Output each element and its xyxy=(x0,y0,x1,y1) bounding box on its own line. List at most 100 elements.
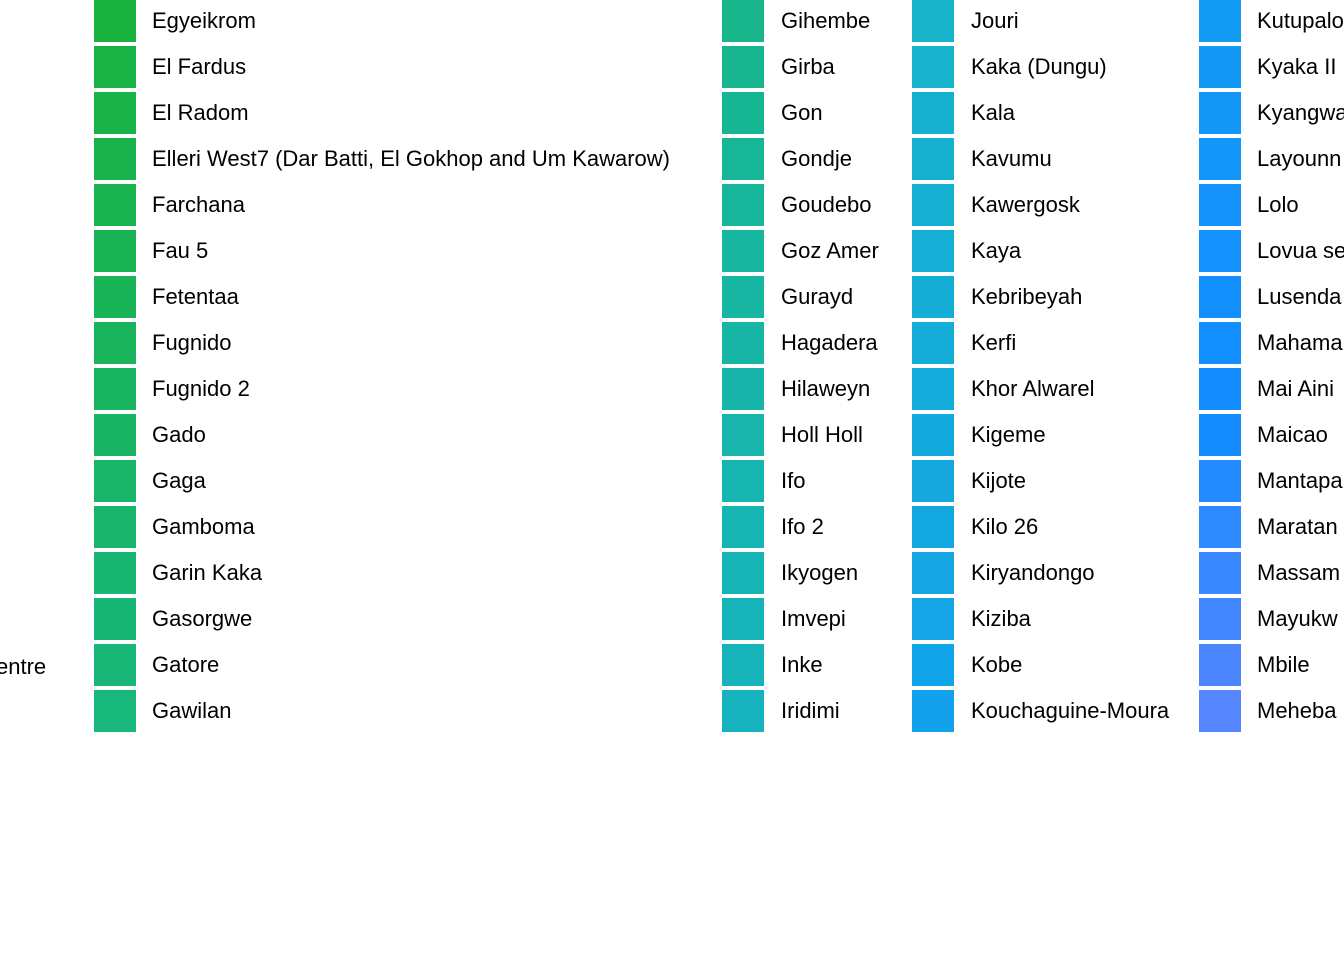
legend-key xyxy=(94,690,136,732)
legend-key xyxy=(722,230,764,272)
legend-key xyxy=(912,92,954,134)
legend-label: Gihembe xyxy=(781,8,871,33)
legend-key xyxy=(1199,230,1241,272)
legend-label: Gurayd xyxy=(781,284,854,309)
legend-key xyxy=(94,598,136,640)
legend-label: Gasorgwe xyxy=(152,606,253,631)
legend-label: Mayukw xyxy=(1257,606,1338,631)
legend-label: Khor Alwarel xyxy=(971,376,1095,401)
legend-key xyxy=(912,138,954,180)
legend-key xyxy=(1199,644,1241,686)
legend-key xyxy=(1199,506,1241,548)
legend-label: Mbile xyxy=(1257,652,1310,677)
legend-key xyxy=(1199,138,1241,180)
legend-key xyxy=(912,690,954,732)
legend-label: Goudebo xyxy=(781,192,872,217)
legend-label: Layounn xyxy=(1257,146,1342,171)
legend-label: Gaga xyxy=(152,468,206,493)
legend-label: Kyangwa xyxy=(1257,100,1344,125)
legend-label: Maratan xyxy=(1257,514,1338,539)
legend-label: Fetentaa xyxy=(152,284,239,309)
legend-key xyxy=(912,230,954,272)
legend-label: Gamboma xyxy=(152,514,255,539)
legend-key xyxy=(722,138,764,180)
legend-key xyxy=(94,0,136,42)
legend-label: Kaya xyxy=(971,238,1022,263)
legend-label: Gawilan xyxy=(152,698,232,723)
legend-key xyxy=(94,414,136,456)
legend-label: Imvepi xyxy=(781,606,846,631)
legend-label: Kilo 26 xyxy=(971,514,1039,539)
legend-key xyxy=(912,46,954,88)
legend-key xyxy=(94,138,136,180)
legend-label: Kala xyxy=(971,100,1016,125)
legend-label: Massam xyxy=(1257,560,1341,585)
legend-key xyxy=(94,506,136,548)
legend-key xyxy=(1199,184,1241,226)
legend-label: Fau 5 xyxy=(152,238,209,263)
legend-label: Mantapa xyxy=(1257,468,1343,493)
legend-key xyxy=(722,414,764,456)
legend-label: Meheba xyxy=(1257,698,1337,723)
legend-key xyxy=(912,644,954,686)
legend-label: Mahama xyxy=(1257,330,1343,355)
legend-label-partial: entre xyxy=(0,654,47,679)
legend-label: El Fardus xyxy=(152,54,247,79)
legend-label: Kouchaguine-Moura xyxy=(971,698,1170,723)
legend-label: Egyeikrom xyxy=(152,8,256,33)
legend-key xyxy=(1199,414,1241,456)
legend-label: Girba xyxy=(781,54,835,79)
legend-key xyxy=(722,552,764,594)
legend-label: Kigeme xyxy=(971,422,1046,447)
legend-key xyxy=(1199,460,1241,502)
legend-key xyxy=(722,644,764,686)
legend-key xyxy=(722,506,764,548)
legend-key xyxy=(94,46,136,88)
legend-label: Kebribeyah xyxy=(971,284,1083,309)
legend-label: Fugnido 2 xyxy=(152,376,250,401)
legend-label: Fugnido xyxy=(152,330,232,355)
legend-label: Jouri xyxy=(971,8,1019,33)
legend-label: Goz Amer xyxy=(781,238,879,263)
legend-key xyxy=(912,322,954,364)
legend-label: Elleri West7 (Dar Batti, El Gokhop and U… xyxy=(152,146,670,171)
legend-key xyxy=(722,368,764,410)
legend-key xyxy=(94,644,136,686)
legend-key xyxy=(94,230,136,272)
legend-key xyxy=(1199,276,1241,318)
legend-key xyxy=(722,46,764,88)
legend-label: Gon xyxy=(781,100,823,125)
legend-label: Iridimi xyxy=(781,698,840,723)
legend-label: Garin Kaka xyxy=(152,560,263,585)
legend-key xyxy=(912,506,954,548)
legend-key xyxy=(94,552,136,594)
legend-label: Gatore xyxy=(152,652,220,677)
legend-label: Kijote xyxy=(971,468,1027,493)
legend-label: Ifo 2 xyxy=(781,514,824,539)
legend-label: Kaka (Dungu) xyxy=(971,54,1107,79)
legend-key xyxy=(94,92,136,134)
legend-label: Hagadera xyxy=(781,330,878,355)
legend-key xyxy=(912,276,954,318)
legend-key xyxy=(722,598,764,640)
legend-key xyxy=(94,368,136,410)
legend-label: Kutupalo xyxy=(1257,8,1344,33)
legend-label: Mai Aini xyxy=(1257,376,1335,401)
legend-key xyxy=(94,276,136,318)
legend-label: Maicao xyxy=(1257,422,1328,447)
legend-key xyxy=(1199,598,1241,640)
legend-label: Hilaweyn xyxy=(781,376,871,401)
legend-label: Kobe xyxy=(971,652,1023,677)
legend-key xyxy=(94,322,136,364)
legend-key xyxy=(94,460,136,502)
legend-label: Kavumu xyxy=(971,146,1052,171)
legend-label: Ifo xyxy=(781,468,806,493)
legend-key xyxy=(722,0,764,42)
legend-label: El Radom xyxy=(152,100,249,125)
legend-key xyxy=(912,552,954,594)
legend-key xyxy=(1199,368,1241,410)
legend-key xyxy=(1199,46,1241,88)
legend-key xyxy=(1199,92,1241,134)
legend-key xyxy=(912,0,954,42)
legend-label: Kiryandongo xyxy=(971,560,1095,585)
